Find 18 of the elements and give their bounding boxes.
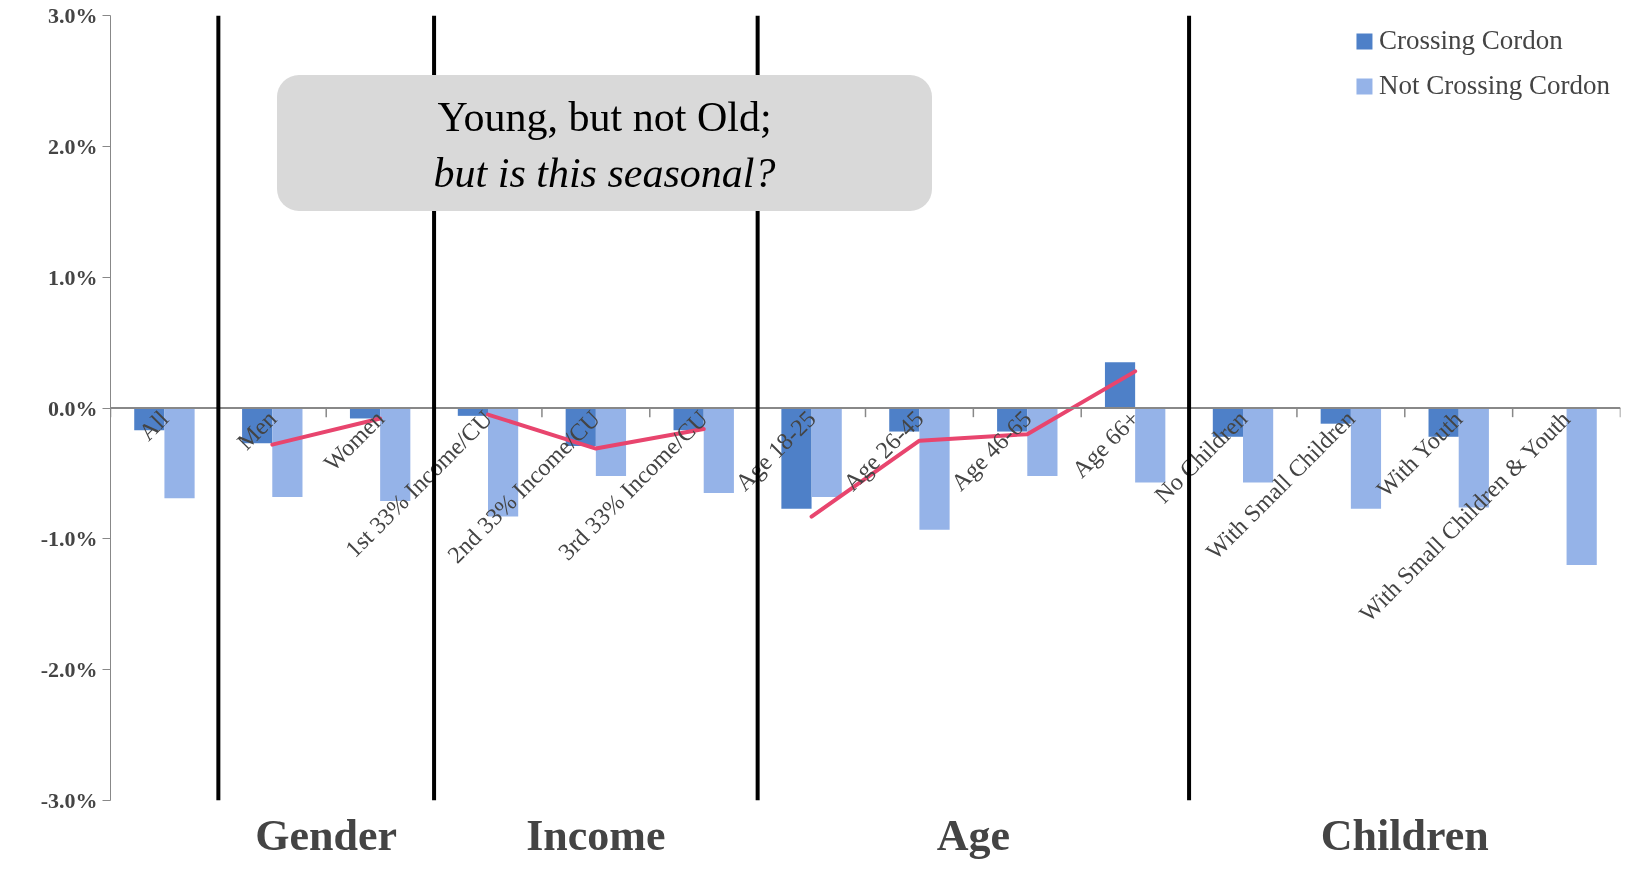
- annotation: but is this seasonal?: [433, 150, 776, 196]
- text: Children: [1320, 810, 1489, 860]
- x-tick-label: Men: [231, 405, 282, 455]
- text: Age: [936, 810, 1011, 860]
- text: Gender: [255, 810, 398, 860]
- annotation: Young, but not Old;: [437, 94, 772, 140]
- y-tick-label: -1.0%: [40, 526, 98, 552]
- legend-label: Crossing Cordon: [1378, 25, 1563, 56]
- y-tick-label: 3.0%: [48, 3, 98, 28]
- y-tick-label: 2.0%: [48, 133, 98, 159]
- x-tick-label: All: [133, 405, 174, 446]
- text: Income: [526, 810, 666, 860]
- y-tick-label: 0.0%: [48, 395, 98, 421]
- y-tick-label: 1.0%: [48, 264, 98, 290]
- x-tick-label: Age 66+: [1066, 405, 1145, 483]
- y-tick-label: -3.0%: [40, 788, 98, 813]
- y-tick-label: -2.0%: [40, 657, 98, 683]
- legend-label: Not Crossing Cordon: [1378, 70, 1610, 101]
